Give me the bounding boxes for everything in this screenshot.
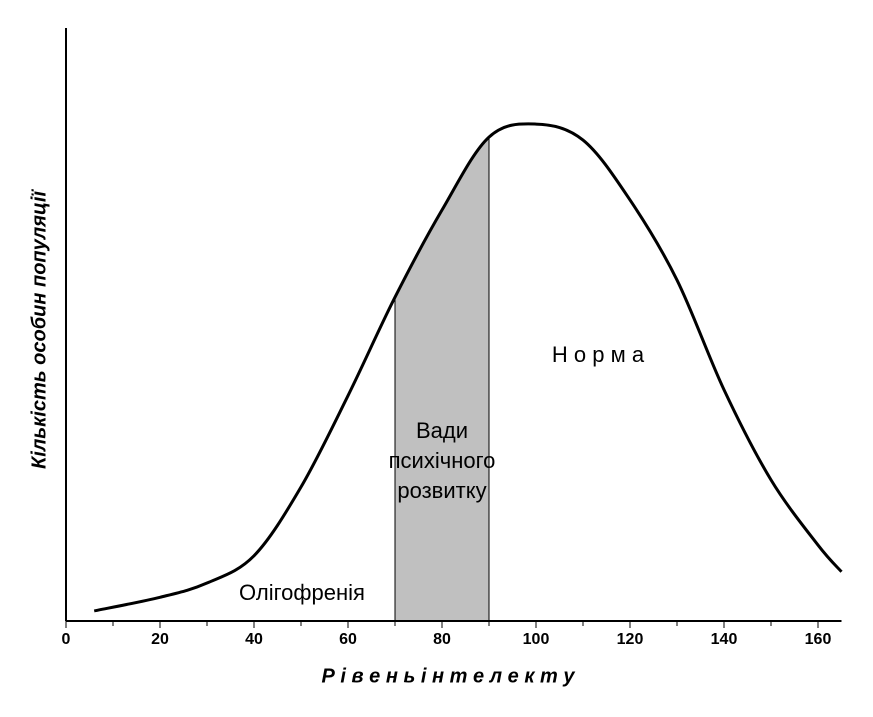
x-tick-label: 80	[433, 631, 451, 648]
annotation: Н о р м а	[552, 342, 645, 367]
shaded-region	[395, 137, 489, 621]
y-axis-title: Кількість особин популяції	[28, 189, 50, 469]
x-tick-label: 40	[245, 631, 263, 648]
annotation: Вади	[416, 418, 468, 443]
x-tick-label: 160	[805, 631, 832, 648]
annotation: психічного	[389, 448, 496, 473]
annotation: Олігофренія	[239, 580, 365, 605]
x-tick-label: 100	[523, 631, 550, 648]
x-tick-label: 20	[151, 631, 169, 648]
x-axis-title: Р і в е н ь і н т е л е к т у	[322, 665, 576, 687]
curve	[93, 122, 843, 613]
x-tick-label: 0	[62, 631, 71, 648]
x-tick-label: 120	[617, 631, 644, 648]
x-tick-label: 60	[339, 631, 357, 648]
x-tick-label: 140	[711, 631, 738, 648]
annotation: розвитку	[397, 478, 486, 503]
